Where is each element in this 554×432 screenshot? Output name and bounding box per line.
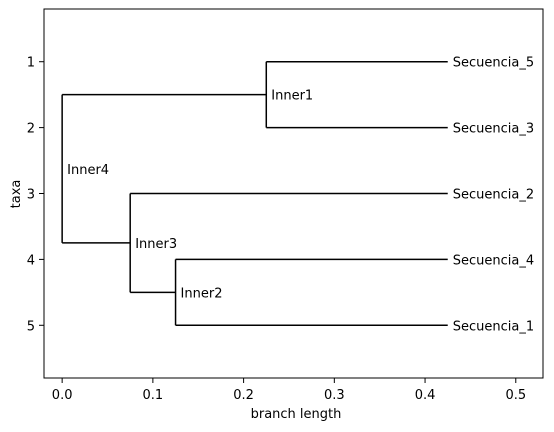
y-axis-title: taxa: [9, 180, 24, 209]
x-tick-label: 0.0: [52, 388, 73, 403]
y-tick-label: 5: [27, 319, 35, 334]
y-tick-label: 2: [27, 122, 35, 137]
y-tick-label: 4: [27, 253, 35, 268]
x-axis-ticks: 0.0 0.1 0.2 0.3 0.4 0.5: [52, 378, 526, 403]
node-label-inner3: Inner3: [135, 237, 177, 252]
y-tick-label: 3: [27, 188, 35, 203]
node-label-inner1: Inner1: [271, 89, 313, 104]
x-tick-label: 0.3: [324, 388, 345, 403]
node-label-inner2: Inner2: [181, 286, 223, 301]
x-tick-label: 0.4: [415, 388, 436, 403]
x-tick-label: 0.5: [505, 388, 526, 403]
tree-branches: [61, 60, 448, 327]
node-label-secuencia-5: Secuencia_5: [453, 56, 534, 71]
node-label-secuencia-3: Secuencia_3: [453, 122, 534, 137]
x-axis-title: branch length: [251, 407, 342, 422]
node-label-secuencia-4: Secuencia_4: [453, 253, 534, 268]
node-label-inner4: Inner4: [67, 163, 109, 178]
x-tick-label: 0.2: [233, 388, 254, 403]
node-labels: Inner4 Inner1 Inner3 Inner2 Secuencia_5 Secue…: [67, 56, 534, 335]
y-tick-label: 1: [27, 56, 35, 71]
x-tick-label: 0.1: [143, 388, 164, 403]
node-label-secuencia-1: Secuencia_1: [453, 319, 534, 334]
y-axis-ticks: 1 2 3 4 5: [27, 56, 44, 334]
node-label-secuencia-2: Secuencia_2: [453, 188, 534, 203]
